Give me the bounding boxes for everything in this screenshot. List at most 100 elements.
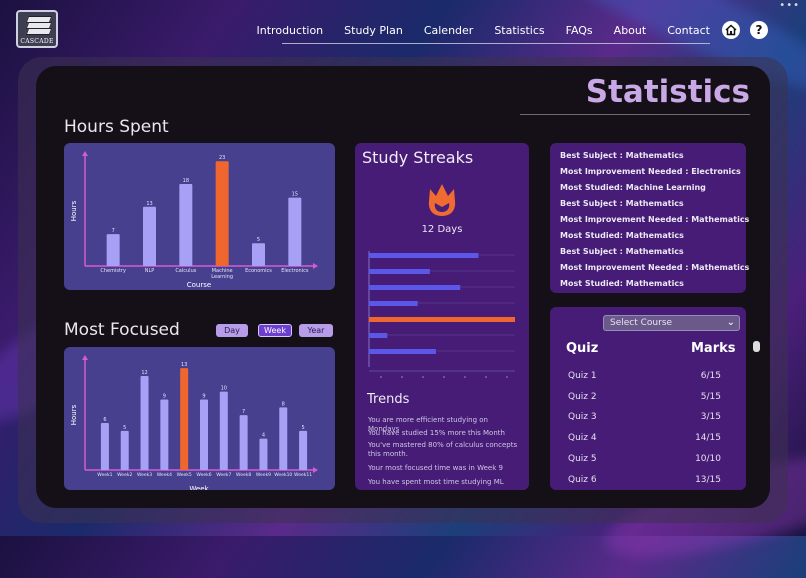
tick-label: Week1	[97, 472, 112, 478]
data-label: 13	[181, 362, 187, 368]
tick-label: Chemistry	[100, 268, 126, 274]
data-label: 6	[103, 417, 106, 423]
home-icon[interactable]	[722, 21, 740, 39]
course-select[interactable]: Select Course ⌄	[603, 315, 740, 331]
bar	[180, 368, 189, 470]
bar	[369, 285, 461, 290]
bar	[106, 234, 120, 266]
table-row: Quiz 4 14/15	[568, 433, 721, 443]
tick-label: Week2	[117, 472, 132, 478]
x-tick	[422, 376, 424, 378]
bar	[299, 430, 308, 470]
trend-item: You've mastered 80% of calculus concepts…	[368, 441, 518, 458]
y-axis-arrow	[82, 355, 88, 360]
app-logo[interactable]: CASCADE	[16, 10, 58, 48]
data-label: 7	[112, 228, 115, 234]
tick-label: Week7	[216, 472, 231, 478]
nav-contact[interactable]: Contact	[667, 24, 710, 37]
insight-item: Most Improvement Needed : Electronics	[560, 167, 741, 176]
insight-item: Most Improvement Needed : Mathematics	[560, 215, 750, 224]
x-axis-label: Course	[187, 281, 211, 289]
y-axis-arrow	[82, 151, 88, 156]
bar	[215, 161, 229, 266]
toggle-week[interactable]: Week	[258, 324, 292, 337]
bar	[140, 375, 149, 470]
quiz-name: Quiz 2	[568, 391, 597, 402]
y-axis-label: Hours	[70, 200, 78, 221]
data-label: 18	[183, 178, 189, 184]
trend-item: You have spent most time studying ML	[368, 478, 504, 486]
quiz-name: Quiz 5	[568, 453, 597, 464]
tick-label: Week6	[196, 472, 211, 478]
tick-label: Week11	[294, 472, 312, 478]
marks-column-header: Marks	[691, 341, 736, 356]
bar	[252, 243, 265, 266]
tick-label: Week9	[256, 472, 271, 478]
nav-introduction[interactable]: Introduction	[256, 24, 324, 37]
top-bar: CASCADE Introduction Study Plan Calender…	[0, 0, 806, 56]
nav-about[interactable]: About	[613, 24, 647, 37]
most-focused-card: 6 Week1 5 Week2 12 Week3 9 Week4 13 Week5 9 Week6 10…	[64, 347, 335, 493]
trend-item: Your most focused time was in Week 9	[368, 464, 503, 472]
bar	[259, 438, 268, 470]
insight-item: Most Improvement Needed : Mathematics	[560, 263, 750, 272]
nav-calender[interactable]: Calender	[423, 24, 474, 37]
data-label: 4	[262, 433, 265, 439]
x-tick	[443, 376, 445, 378]
scrollbar[interactable]	[750, 126, 762, 496]
streak-days: 12 Days	[421, 224, 463, 235]
study-streaks-card: Study Streaks 12 Days Trends	[355, 143, 529, 490]
more-icon[interactable]: •••	[779, 0, 800, 11]
chevron-down-icon: ⌄	[726, 317, 735, 328]
nav-statistics[interactable]: Statistics	[494, 24, 545, 37]
toggle-day[interactable]: Day	[216, 324, 248, 337]
x-tick	[485, 376, 487, 378]
bar	[200, 399, 208, 470]
x-axis-label: Week	[189, 485, 209, 490]
title-divider	[520, 114, 750, 115]
insight-item: Best Subject : Mathematics	[560, 247, 684, 256]
quiz-column-header: Quiz	[566, 341, 599, 356]
tick-label: Machine	[212, 268, 233, 274]
table-row: Quiz 2 5/15	[568, 392, 721, 402]
scrollbar-thumb[interactable]	[753, 341, 760, 352]
bar	[288, 197, 302, 266]
trend-item: You are more efficient studying on Monda…	[368, 416, 488, 433]
nav-study-plan[interactable]: Study Plan	[344, 24, 403, 37]
bar	[239, 415, 248, 470]
data-label: 12	[141, 370, 147, 376]
logo-text: CASCADE	[20, 38, 54, 45]
flame-icon	[428, 184, 456, 216]
bar	[369, 333, 388, 338]
quiz-marks: 10/10	[695, 453, 721, 464]
bar	[143, 206, 156, 266]
page-title: Statistics	[585, 74, 750, 110]
data-label: 9	[163, 393, 166, 399]
table-row: Quiz 3 3/15	[568, 412, 721, 422]
tick-label: Calculus	[175, 268, 196, 274]
trends-heading: Trends	[367, 392, 410, 407]
x-tick	[506, 376, 508, 378]
help-button[interactable]: ?	[750, 21, 768, 39]
toggle-year[interactable]: Year	[299, 324, 333, 337]
bar	[369, 253, 479, 258]
book-stack-icon	[25, 16, 53, 36]
insight-item: Most Studied: Mathematics	[560, 279, 684, 288]
insights-card	[550, 143, 746, 293]
bar	[369, 301, 418, 306]
tick-label: Week10	[274, 472, 292, 478]
y-axis-label: Hours	[70, 404, 78, 425]
tick-label: Economics	[245, 268, 272, 274]
insight-item: Most Studied: Machine Learning	[560, 183, 706, 192]
most-focused-heading: Most Focused	[64, 320, 180, 340]
tick-label: Week4	[157, 472, 172, 478]
insight-item: Best Subject : Mathematics	[560, 151, 684, 160]
quiz-name: Quiz 3	[568, 412, 597, 423]
quiz-marks: 3/15	[700, 412, 721, 423]
bar	[369, 317, 515, 322]
tick-label: Week3	[137, 472, 152, 478]
tick-label: Week8	[236, 472, 251, 478]
nav-faqs[interactable]: FAQs	[565, 24, 593, 37]
quiz-marks: 5/15	[700, 391, 721, 402]
tick-label: Learning	[211, 274, 233, 280]
